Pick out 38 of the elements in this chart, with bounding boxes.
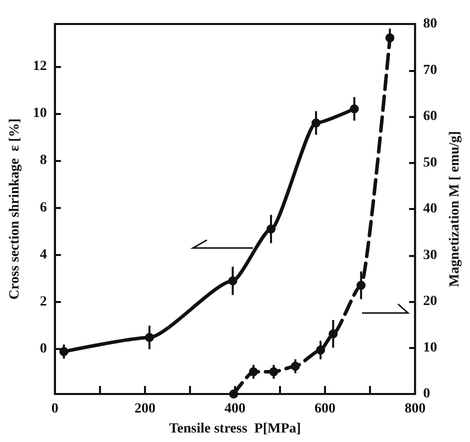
- point: [312, 118, 321, 128]
- y-tick-label: 0: [40, 342, 47, 357]
- point: [356, 280, 366, 290]
- x-tick-label: 0: [51, 402, 58, 416]
- point: [269, 367, 278, 376]
- y-tick-label: 12: [32, 58, 47, 74]
- y-axis-title: Cross section shrinkage ε [%]: [8, 118, 22, 300]
- y-tick-label: 10: [32, 106, 47, 122]
- x-tick-label: 600: [314, 402, 336, 416]
- y2-tick-label: 40: [423, 202, 438, 216]
- x-tick-label: 400: [224, 402, 246, 416]
- point: [59, 347, 68, 356]
- y-tick-label: 2: [40, 294, 47, 310]
- x-axis-title: Tensile stress P[MPa]: [169, 422, 301, 436]
- point: [316, 346, 326, 355]
- point: [385, 33, 394, 42]
- x-tick-label: 800: [404, 402, 426, 416]
- y2-tick-label: 30: [423, 248, 438, 263]
- point: [328, 329, 338, 338]
- y2-tick-label: 0: [423, 386, 430, 402]
- y2-tick-label: 80: [423, 16, 438, 32]
- y-tick-label: 6: [40, 200, 47, 216]
- point: [144, 332, 154, 342]
- y2-tick-label: 70: [423, 62, 438, 78]
- y2-tick-label: 50: [423, 155, 438, 170]
- point: [350, 104, 359, 114]
- y2-tick-label: 60: [423, 109, 438, 124]
- point: [290, 362, 300, 371]
- y2-axis-title: Magnetization M [ emu/g]: [448, 131, 462, 287]
- point: [248, 367, 258, 376]
- y-tick-label: 4: [40, 247, 47, 262]
- y-tick-label: 8: [40, 153, 47, 168]
- y2-tick-label: 10: [423, 340, 438, 356]
- point: [229, 390, 238, 398]
- y2-tick-label: 20: [423, 294, 438, 309]
- point: [266, 224, 276, 234]
- x-tick-label: 200: [134, 402, 156, 416]
- point: [228, 276, 238, 286]
